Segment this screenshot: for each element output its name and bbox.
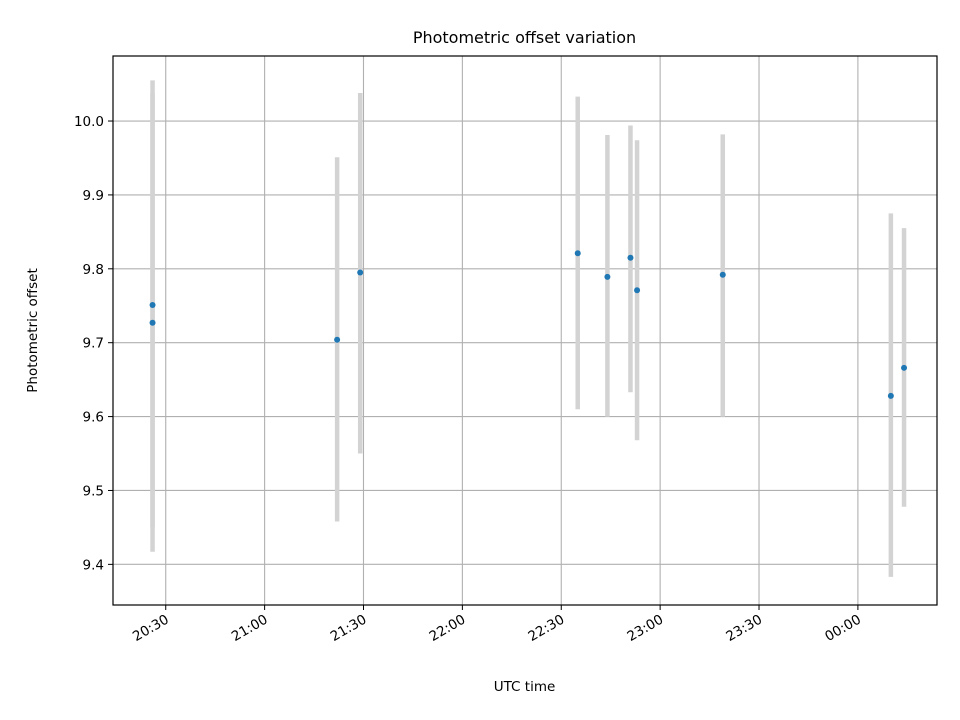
y-tick-label: 10.0 xyxy=(74,114,104,130)
data-point xyxy=(149,319,156,326)
x-axis-label: UTC time xyxy=(494,679,556,695)
grid xyxy=(113,56,937,605)
data-point xyxy=(604,273,611,280)
chart-title: Photometric offset variation xyxy=(413,28,636,47)
y-axis-label: Photometric offset xyxy=(25,268,41,392)
y-tick-label: 9.6 xyxy=(83,410,104,426)
data-point xyxy=(887,392,894,399)
y-tick-label: 9.4 xyxy=(83,557,104,573)
y-tick-label: 9.8 xyxy=(83,262,104,278)
data-point xyxy=(901,364,908,371)
data-point xyxy=(574,250,581,257)
plot-frame xyxy=(112,55,938,606)
y-tick-label: 9.7 xyxy=(83,336,104,352)
data-point xyxy=(634,287,641,294)
data-point xyxy=(719,271,726,278)
data-point xyxy=(627,254,634,261)
y-tick-label: 9.9 xyxy=(83,188,104,204)
y-axis-ticks: 9.4 9.5 9.6 9.7 9.8 9.9 10.0 xyxy=(74,114,113,573)
data-point xyxy=(149,302,156,309)
y-tick-label: 9.5 xyxy=(83,483,104,499)
data-point xyxy=(357,269,364,276)
data-points xyxy=(149,250,908,399)
data-point xyxy=(334,336,341,343)
